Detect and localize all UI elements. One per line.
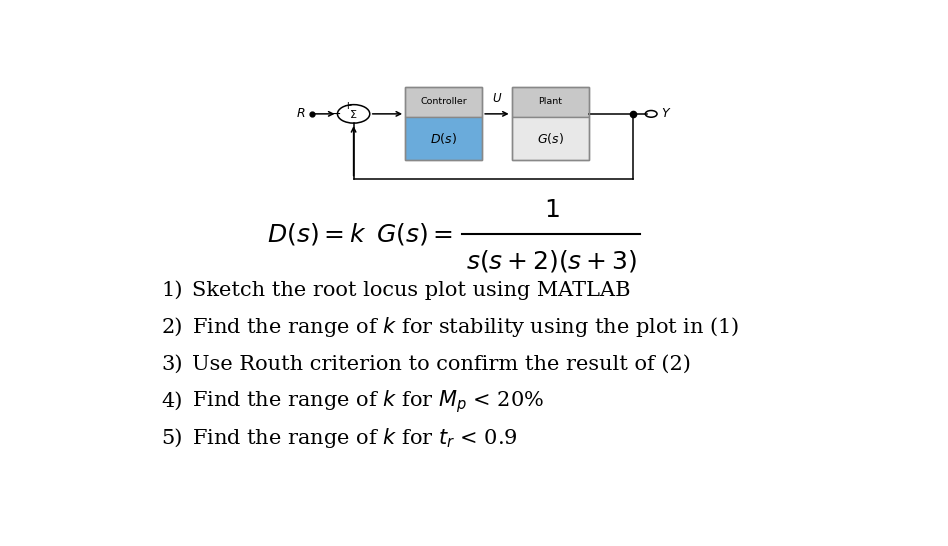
Text: $G(s)=$: $G(s)=$ <box>375 221 453 247</box>
Text: −: − <box>331 108 341 121</box>
Text: $1$: $1$ <box>544 199 559 222</box>
Text: Plant: Plant <box>538 98 562 106</box>
Text: Find the range of $k$ for $M_p$ < 20%: Find the range of $k$ for $M_p$ < 20% <box>191 388 544 415</box>
Text: $D(s)=k$: $D(s)=k$ <box>267 221 367 247</box>
Text: $G(s)$: $G(s)$ <box>537 131 563 146</box>
Text: 3): 3) <box>161 355 183 374</box>
Text: +: + <box>344 101 353 111</box>
Text: $D(s)$: $D(s)$ <box>430 131 457 146</box>
Text: 5): 5) <box>161 429 182 448</box>
Text: Sketch the root locus plot using MATLAB: Sketch the root locus plot using MATLAB <box>191 281 630 300</box>
Bar <box>405 86 483 117</box>
Text: $s(s+2)(s+3)$: $s(s+2)(s+3)$ <box>466 248 638 274</box>
Bar <box>512 86 589 160</box>
Text: 1): 1) <box>161 281 183 300</box>
Text: Controller: Controller <box>420 98 467 106</box>
Bar <box>512 86 589 117</box>
Bar <box>405 117 483 160</box>
Bar <box>405 86 483 160</box>
Text: Use Routh criterion to confirm the result of (2): Use Routh criterion to confirm the resul… <box>191 355 691 374</box>
Text: Find the range of $k$ for stability using the plot in (1): Find the range of $k$ for stability usin… <box>191 316 739 340</box>
Text: $Y$: $Y$ <box>662 108 672 120</box>
Text: Find the range of $k$ for $t_r$ < 0.9: Find the range of $k$ for $t_r$ < 0.9 <box>191 426 518 450</box>
Text: 4): 4) <box>161 392 182 411</box>
Bar <box>512 117 589 160</box>
Text: $U$: $U$ <box>492 92 502 105</box>
Text: 2): 2) <box>161 318 182 337</box>
Text: $R$: $R$ <box>297 108 306 120</box>
Text: $\Sigma$: $\Sigma$ <box>350 108 357 120</box>
